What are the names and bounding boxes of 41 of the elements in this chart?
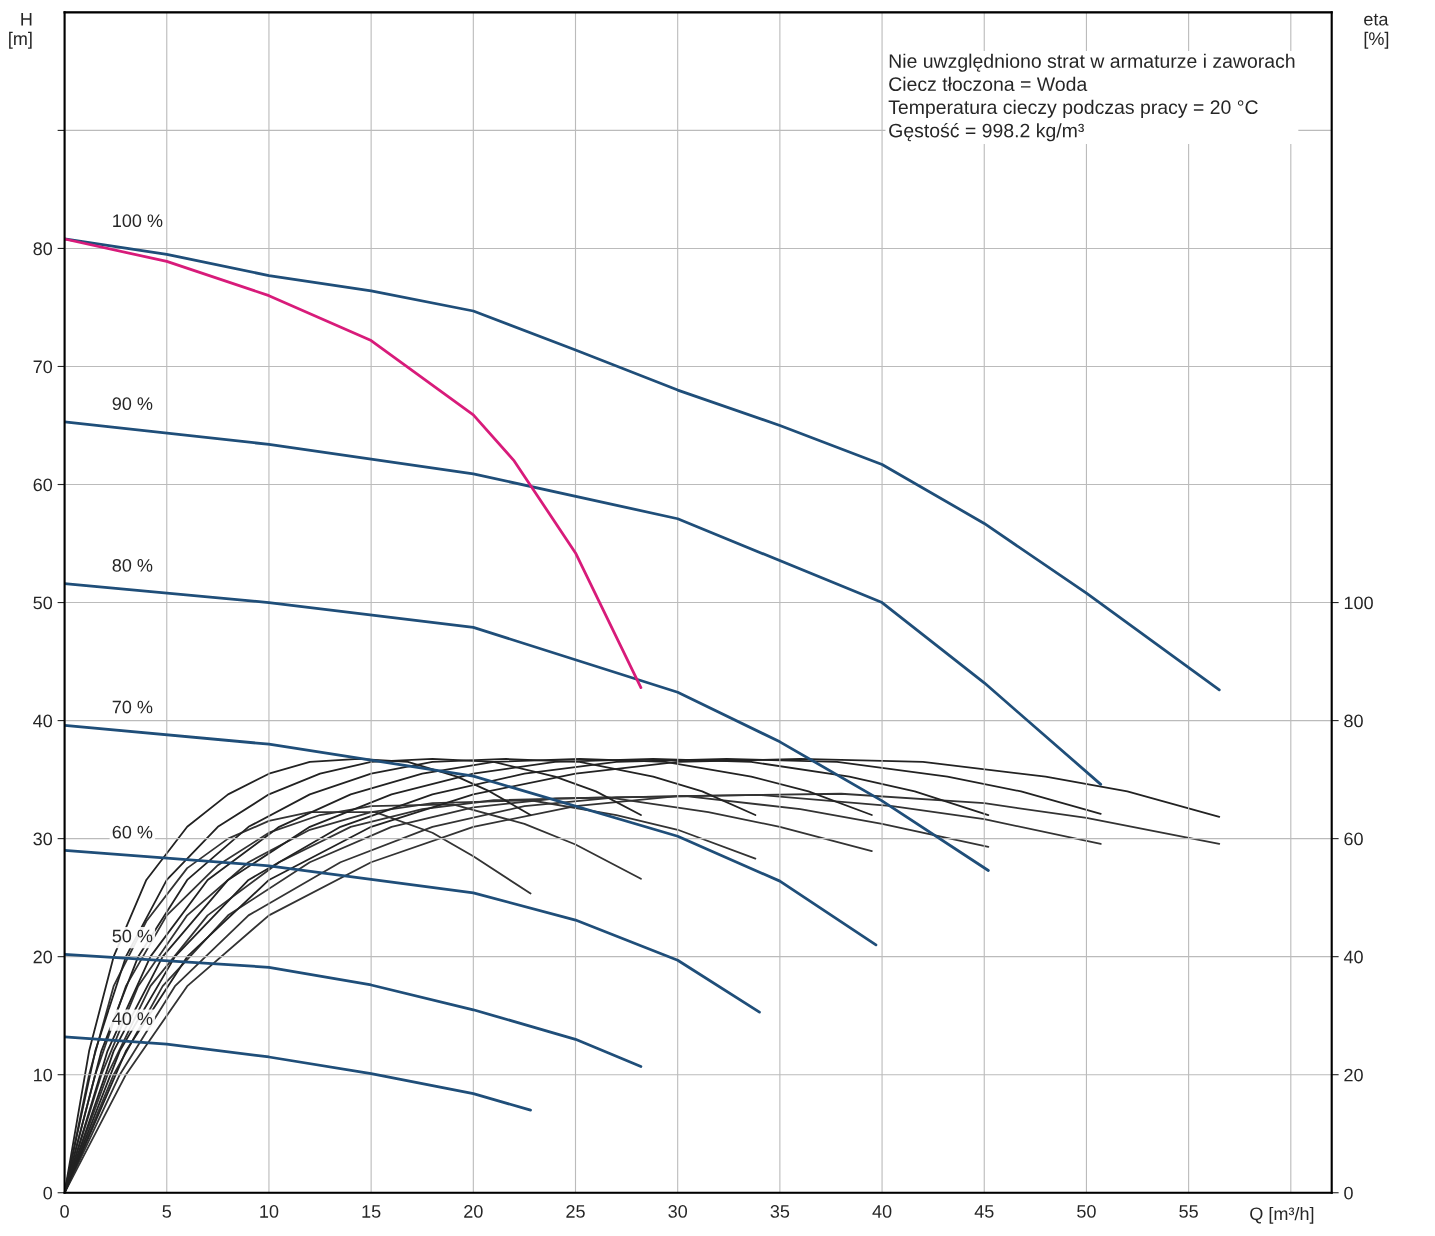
annotation: Nie uwzględniono strat w armaturze i zaworach (889, 53, 1295, 72)
y-tick-label: 50 (33, 596, 53, 610)
y-tick-label: 10 (34, 1068, 53, 1082)
x-tick-label: 25 (566, 1205, 585, 1218)
y2-tick-label: 0 (1344, 1186, 1353, 1200)
y2-tick-label: 60 (1344, 832, 1363, 846)
x-tick-label: 15 (362, 1205, 381, 1218)
x-tick-label: 10 (260, 1205, 279, 1218)
series-label: 70 % (112, 700, 153, 714)
y2-tick-label: 20 (1344, 1068, 1363, 1082)
x-tick-label: 50 (1077, 1205, 1096, 1218)
y-tick-label: 60 (33, 478, 53, 492)
y-tick-label: 80 (33, 242, 53, 256)
series-label: 60 % (112, 825, 153, 839)
series-label: 40 % (112, 1012, 153, 1026)
y-tick-label: 70 (33, 360, 53, 374)
x-tick-label: 55 (1179, 1205, 1198, 1218)
y-tick-label: 0 (43, 1186, 53, 1200)
x-tick-label: 0 (60, 1205, 69, 1218)
x-tick-label: 45 (974, 1205, 994, 1218)
y2-tick-label: 40 (1343, 950, 1363, 964)
y2-axis-title: eta [%] (1364, 13, 1389, 49)
x-tick-label: 40 (872, 1205, 892, 1218)
y2-tick-label: 100 (1344, 596, 1373, 610)
y-tick-label: 20 (33, 950, 53, 964)
x-tick-label: 30 (668, 1205, 688, 1218)
annotation: Gęstość = 998.2 kg/m³ (889, 122, 1084, 142)
x-tick-label: 35 (770, 1205, 790, 1218)
annotation: Temperatura cieczy podczas pracy = 20 °C (888, 99, 1258, 118)
x-tick-label: 20 (464, 1205, 483, 1218)
y-axis-title: H [m] (9, 13, 32, 49)
series-label: 50 % (112, 929, 153, 943)
annotation: Ciecz tłoczona = Woda (889, 76, 1088, 92)
y2-tick-label: 80 (1344, 714, 1363, 728)
y-tick-label: 30 (33, 832, 53, 846)
series-label: 90 % (112, 397, 153, 411)
series-label: 80 % (112, 558, 153, 572)
y-tick-label: 40 (33, 714, 53, 728)
x-axis-title: Q [m³/h] (1250, 1206, 1314, 1224)
series-label: 100 % (113, 214, 163, 228)
x-tick-label: 5 (162, 1205, 172, 1218)
